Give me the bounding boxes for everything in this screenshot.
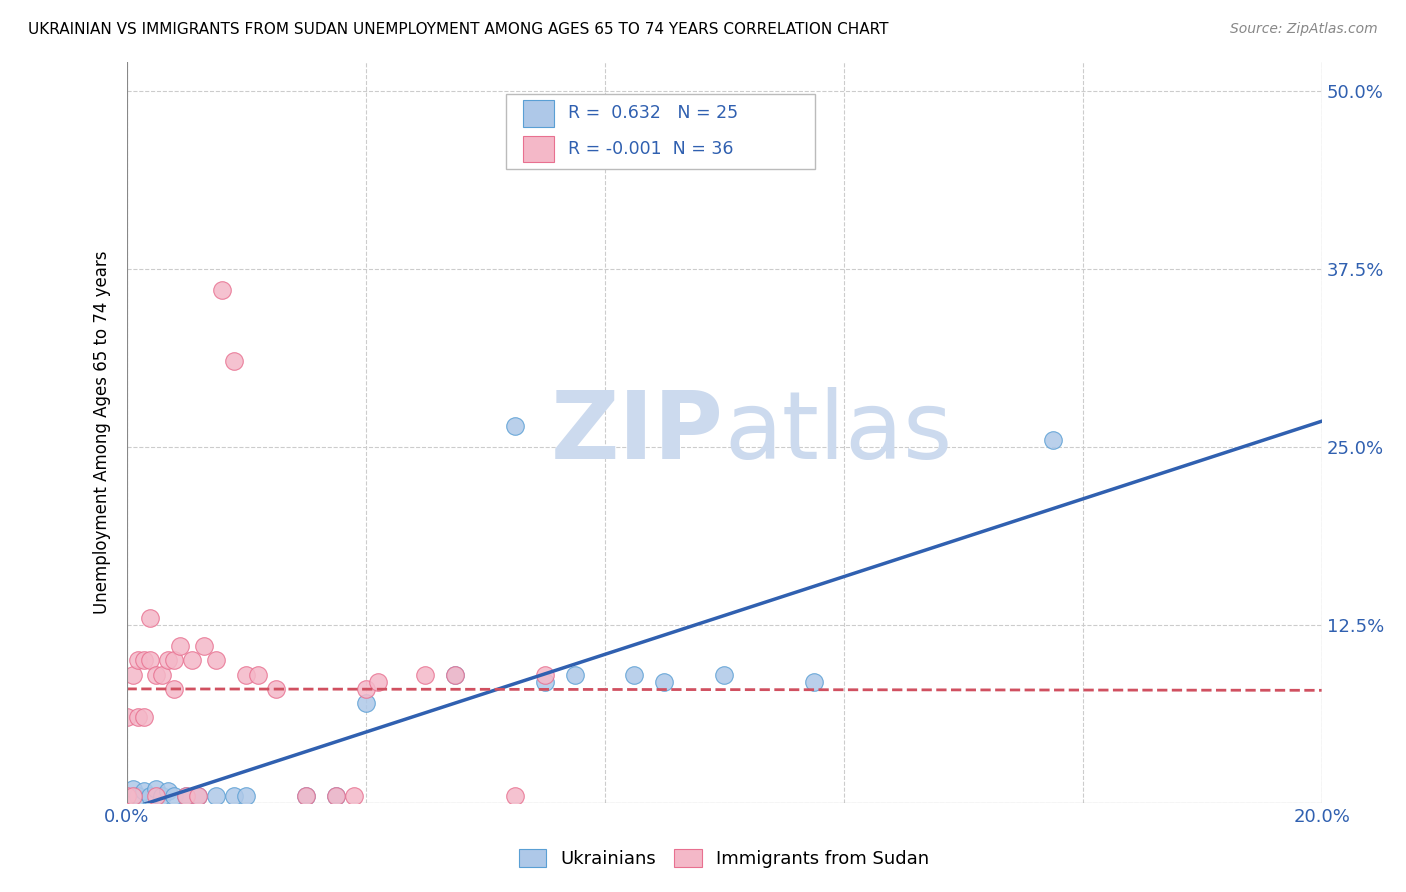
Point [145, 781, 167, 796]
Point [127, 653, 149, 667]
Point [325, 789, 347, 803]
Point [325, 789, 347, 803]
Legend: Ukrainians, Immigrants from Sudan: Ukrainians, Immigrants from Sudan [512, 841, 936, 875]
Point [222, 354, 246, 368]
Point [415, 667, 437, 681]
Point [264, 681, 287, 696]
Point [1042, 433, 1064, 447]
Point [145, 789, 167, 803]
Text: UKRAINIAN VS IMMIGRANTS FROM SUDAN UNEMPLOYMENT AMONG AGES 65 TO 74 YEARS CORREL: UKRAINIAN VS IMMIGRANTS FROM SUDAN UNEMP… [28, 22, 889, 37]
Point [139, 610, 162, 624]
Text: ZIP: ZIP [551, 386, 724, 479]
Point [366, 674, 388, 689]
Point [152, 667, 174, 681]
Text: R =  0.632   N = 25: R = 0.632 N = 25 [568, 104, 738, 122]
Point [564, 667, 586, 681]
Point [134, 710, 156, 724]
Point [169, 639, 191, 653]
Point [163, 653, 186, 667]
Point [235, 667, 257, 681]
Point [354, 696, 377, 710]
Point [503, 789, 526, 803]
Point [444, 667, 467, 681]
Point [145, 667, 167, 681]
Point [534, 674, 557, 689]
Point [121, 781, 143, 796]
Point [139, 653, 162, 667]
Point [193, 639, 215, 653]
Point [294, 789, 316, 803]
Point [181, 653, 204, 667]
Point [343, 789, 366, 803]
Point [534, 667, 557, 681]
Point [134, 653, 156, 667]
Y-axis label: Unemployment Among Ages 65 to 74 years: Unemployment Among Ages 65 to 74 years [93, 251, 111, 615]
Point [163, 789, 186, 803]
Point [354, 681, 377, 696]
Point [444, 667, 467, 681]
Point [121, 667, 143, 681]
Point [115, 789, 138, 803]
Point [503, 418, 526, 433]
Point [152, 789, 174, 803]
Point [205, 653, 228, 667]
Point [174, 789, 197, 803]
Point [127, 710, 149, 724]
Point [157, 653, 180, 667]
Point [157, 784, 180, 798]
Point [222, 789, 246, 803]
Text: atlas: atlas [724, 386, 952, 479]
Point [187, 789, 209, 803]
Point [187, 789, 209, 803]
Point [163, 681, 186, 696]
Point [139, 789, 162, 803]
Point [652, 674, 675, 689]
Point [247, 667, 270, 681]
Point [127, 789, 149, 803]
Point [174, 789, 197, 803]
Point [294, 789, 316, 803]
Point [623, 667, 645, 681]
Point [713, 667, 735, 681]
Point [121, 789, 143, 803]
Text: Source: ZipAtlas.com: Source: ZipAtlas.com [1230, 22, 1378, 37]
Point [115, 710, 138, 724]
Point [134, 784, 156, 798]
Point [211, 283, 233, 297]
Text: R = -0.001  N = 36: R = -0.001 N = 36 [568, 140, 734, 158]
Point [205, 789, 228, 803]
Point [235, 789, 257, 803]
Point [803, 674, 825, 689]
